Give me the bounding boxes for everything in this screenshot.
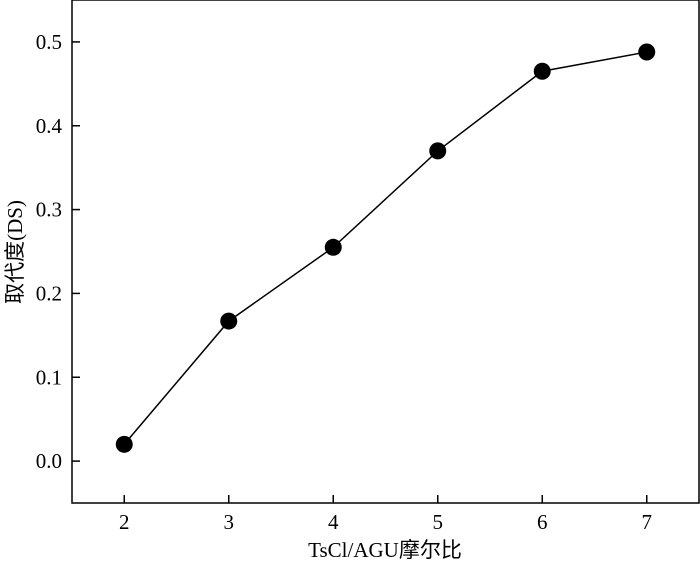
y-tick-label: 0.4 xyxy=(36,114,63,138)
x-axis-ticks: 2 3 4 5 6 7 xyxy=(119,495,652,534)
data-point xyxy=(429,142,447,160)
y-tick-label: 0.2 xyxy=(36,281,62,305)
y-axis-ticks: 0.0 0.1 0.2 0.3 0.4 0.5 xyxy=(36,30,80,473)
x-tick-label: 5 xyxy=(433,510,444,534)
y-tick-label: 0.0 xyxy=(36,449,62,473)
series-group xyxy=(115,43,656,453)
data-point xyxy=(220,312,238,330)
y-tick-label: 0.1 xyxy=(36,365,62,389)
x-tick-label: 2 xyxy=(119,510,130,534)
y-tick-label: 0.5 xyxy=(36,30,62,54)
x-tick-label: 7 xyxy=(642,510,653,534)
data-point xyxy=(533,62,551,80)
x-tick-label: 4 xyxy=(328,510,339,534)
plot-frame xyxy=(71,0,700,504)
data-point xyxy=(324,238,342,256)
x-axis-title: TsCl/AGU摩尔比 xyxy=(308,538,462,562)
data-point xyxy=(638,43,656,61)
y-tick-label: 0.3 xyxy=(36,198,62,222)
y-axis-title: 取代度(DS) xyxy=(3,200,27,304)
data-point xyxy=(115,435,133,453)
x-tick-label: 6 xyxy=(537,510,548,534)
x-tick-label: 3 xyxy=(224,510,235,534)
series-line xyxy=(123,51,647,445)
